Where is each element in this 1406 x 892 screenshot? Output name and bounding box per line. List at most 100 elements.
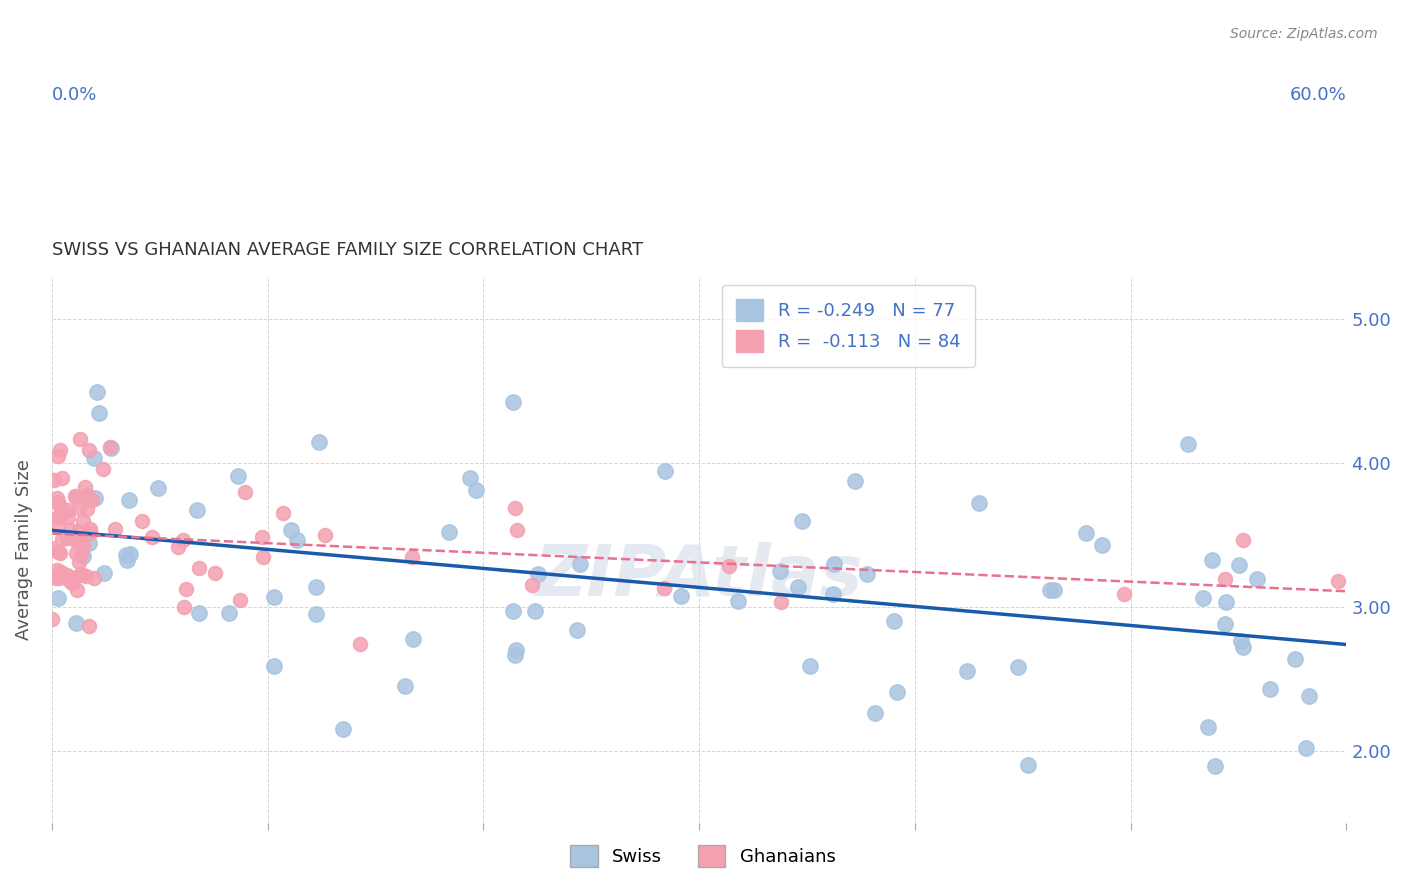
Point (1284, 652, 1306, 666)
Point (46, 591, 69, 605)
Legend: Swiss, Ghanaians: Swiss, Ghanaians (564, 838, 842, 874)
Point (1227, 558, 1250, 572)
Point (118, 492, 141, 507)
Point (72, 549, 94, 563)
Point (1112, 587, 1135, 601)
Text: ZIPAtlas: ZIPAtlas (534, 542, 863, 611)
Point (146, 482, 169, 496)
Point (51, 533, 73, 547)
Point (83, 571, 105, 585)
Point (285, 533, 308, 548)
Point (66, 582, 89, 597)
Text: 0.0%: 0.0% (52, 87, 97, 104)
Point (45, 571, 67, 585)
Point (83, 491, 105, 505)
Point (394, 679, 416, 693)
Point (263, 659, 285, 673)
Point (308, 435, 330, 450)
Point (520, 577, 543, 591)
Point (56, 531, 79, 545)
Point (1017, 757, 1039, 772)
Point (770, 595, 793, 609)
Point (72, 539, 94, 553)
Point (48, 571, 70, 585)
Point (1295, 741, 1317, 756)
Point (226, 468, 249, 483)
Point (502, 394, 524, 409)
Point (60, 571, 83, 585)
Point (141, 530, 163, 544)
Point (1232, 533, 1254, 547)
Point (349, 637, 371, 651)
Point (76, 488, 98, 502)
Point (263, 590, 285, 604)
Point (69, 568, 91, 582)
Point (93, 566, 115, 580)
Point (63, 533, 86, 547)
Point (1007, 660, 1029, 674)
Point (86, 385, 108, 400)
Point (252, 549, 274, 564)
Point (79, 522, 101, 536)
Point (1192, 591, 1215, 605)
Point (1090, 538, 1112, 552)
Point (823, 558, 845, 572)
Point (883, 615, 905, 629)
Point (188, 607, 211, 621)
Point (41, 612, 63, 626)
Point (955, 664, 977, 678)
Point (72, 514, 94, 528)
Point (799, 659, 821, 673)
Point (1074, 526, 1097, 541)
Point (56, 567, 79, 582)
Point (654, 581, 676, 595)
Point (460, 471, 482, 485)
Point (250, 531, 273, 545)
Point (786, 580, 808, 594)
Point (77, 618, 100, 632)
Point (1298, 689, 1320, 703)
Point (59, 574, 82, 589)
Point (56, 509, 79, 524)
Point (46, 510, 69, 524)
Point (1230, 634, 1253, 648)
Point (465, 483, 488, 497)
Point (717, 558, 740, 573)
Point (505, 642, 527, 657)
Point (401, 549, 423, 564)
Point (46, 494, 69, 508)
Point (45, 491, 67, 506)
Point (62, 575, 84, 590)
Point (46, 563, 69, 577)
Point (48, 545, 70, 559)
Y-axis label: Average Family Size: Average Family Size (15, 459, 32, 640)
Point (654, 464, 676, 478)
Point (65, 533, 87, 547)
Point (233, 484, 256, 499)
Point (58, 503, 80, 517)
Point (46, 545, 69, 559)
Point (69, 432, 91, 446)
Point (727, 593, 749, 607)
Point (503, 648, 526, 663)
Point (49, 508, 72, 522)
Point (769, 564, 792, 578)
Point (59, 524, 82, 538)
Point (1327, 574, 1350, 588)
Point (186, 503, 208, 517)
Point (271, 506, 294, 520)
Point (886, 685, 908, 699)
Point (75, 490, 97, 504)
Point (82, 492, 104, 507)
Point (49, 566, 72, 580)
Point (856, 566, 879, 581)
Point (568, 557, 591, 571)
Point (131, 514, 153, 528)
Point (173, 599, 195, 614)
Point (70, 548, 93, 562)
Point (87, 406, 110, 420)
Point (332, 722, 354, 736)
Point (502, 604, 524, 618)
Point (48, 498, 70, 512)
Point (188, 561, 211, 575)
